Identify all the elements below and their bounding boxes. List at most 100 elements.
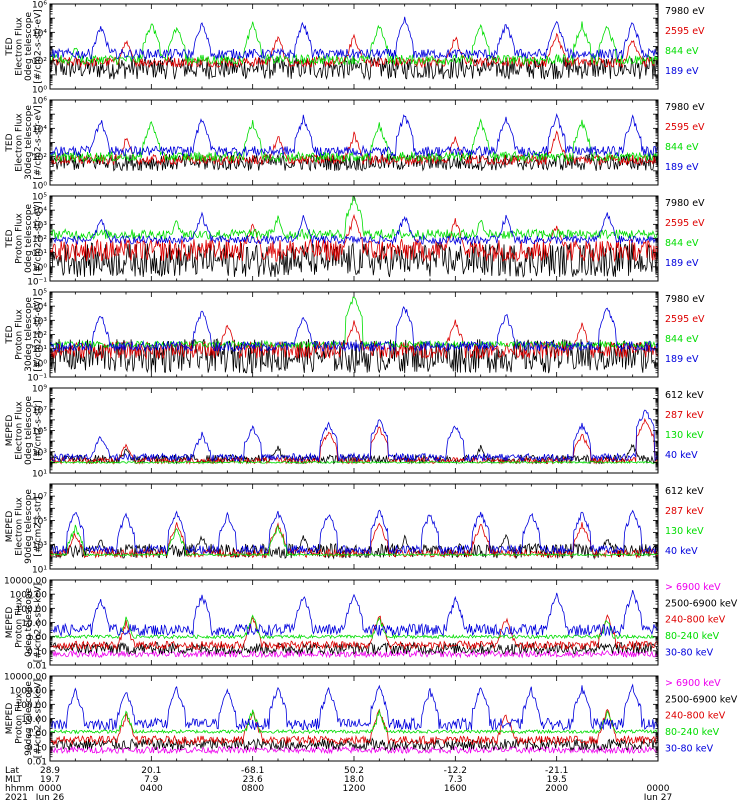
y-tick-label: 10⁶	[32, 97, 47, 107]
legend-entry: 2595 eV	[665, 26, 705, 37]
x-tick-mlt: 23.6	[243, 775, 263, 785]
series-trace-5-4	[49, 409, 659, 463]
y-tick-label: 10.00	[21, 619, 47, 629]
y-axis-label: 0deg telescope	[24, 204, 34, 274]
series-trace-2-3	[49, 118, 659, 163]
y-tick-label: 10⁴	[32, 303, 47, 313]
y-tick-label: 10²	[32, 235, 47, 245]
y-axis-label: 90deg telescope	[24, 489, 34, 564]
y-tick-label: 10⁴	[32, 125, 47, 135]
y-tick-label: 1.00	[27, 729, 47, 739]
series-trace-8-5	[49, 683, 659, 731]
x-tick-lat: 20.1	[141, 766, 161, 776]
x-tick-lat: -21.1	[545, 766, 568, 776]
y-tick-label: 100.00	[16, 701, 48, 711]
x-tick-hhmm: 2000	[545, 784, 568, 794]
legend-entry: 189 eV	[665, 162, 699, 173]
y-tick-label: 10⁰	[32, 359, 47, 369]
y-tick-label: 10⁻¹	[27, 278, 47, 288]
y-tick-label: 10¹	[32, 470, 47, 480]
x-tick-mlt: 18.0	[344, 775, 364, 785]
y-axis-label: Electron Flux	[15, 113, 25, 172]
y-axis-label: [#/cm2-s-str-eV]	[34, 9, 44, 84]
panel-7: 0.01 0.10 1.00 10.00 100.00 1000.00 10000.00 ME…	[4, 577, 738, 672]
y-tick-label: 1.00	[27, 633, 47, 643]
y-axis-label: Electron Flux	[15, 497, 25, 556]
y-axis-label: Electron Flux	[15, 401, 25, 460]
y-tick-label: 10³	[32, 221, 47, 231]
y-axis-label: 0deg telescope	[24, 588, 34, 658]
y-axis-label: Electron Flux	[15, 17, 25, 76]
y-tick-label: 0.10	[27, 743, 47, 753]
y-axis-label: MEPED	[5, 607, 15, 639]
y-axis-label: 30deg telescope	[24, 105, 34, 180]
legend-entry: 2500-6900 keV	[665, 694, 738, 705]
y-tick-label: 10⁶	[32, 1, 47, 11]
y-tick-label: 0.01	[27, 662, 47, 672]
y-tick-label: 10⁷	[32, 406, 47, 416]
legend-entry: 2500-6900 keV	[665, 598, 738, 609]
y-axis-label: [#/cm2-s-str-eV]	[34, 201, 44, 276]
y-tick-label: 10⁴	[32, 29, 47, 39]
y-tick-label: 10⁵	[32, 193, 47, 203]
x-tick-lat: 28.9	[40, 766, 60, 776]
series-trace-7-4	[49, 614, 659, 640]
y-tick-label: 10²	[32, 57, 47, 67]
y-tick-label: 10¹	[32, 249, 47, 259]
legend-entry: 30-80 keV	[665, 647, 714, 658]
y-tick-label: 10³	[32, 317, 47, 327]
y-axis-label: [#/cm2-s-str-keV]	[34, 679, 44, 758]
panel-2: 10⁰ 10² 10⁴ 10⁶ TED Electron Flux 30deg telesc…	[5, 97, 705, 192]
y-tick-label: 10³	[32, 541, 47, 551]
x-tick-hhmm: 1200	[343, 784, 366, 794]
legend-entry: 612 keV	[665, 390, 704, 401]
series-trace-1-2	[49, 32, 659, 69]
legend-entry: 80-240 keV	[665, 727, 720, 738]
x-tick-date: Jun 26	[35, 793, 65, 800]
y-axis-label: TED	[5, 37, 15, 56]
y-axis-label: [#/cm2-s-str-eV]	[34, 297, 44, 372]
legend-entry: 189 eV	[665, 258, 699, 269]
y-tick-label: 10⁵	[32, 289, 47, 299]
y-tick-label: 10⁴	[32, 207, 47, 217]
series-trace-6-4	[49, 509, 659, 556]
y-tick-label: 10000.00	[4, 673, 47, 683]
legend-entry: 844 eV	[665, 142, 699, 153]
y-axis-label: [#/cm2-s-str-keV]	[34, 583, 44, 662]
y-axis-label: MEPED	[5, 511, 15, 543]
panel-8: 0.01 0.10 1.00 10.00 100.00 1000.00 10000.00 ME…	[4, 673, 738, 768]
series-trace-5-3	[49, 460, 659, 464]
legend-entry: 80-240 keV	[665, 631, 720, 642]
x-tick-hhmm: 0400	[140, 784, 163, 794]
x-row-label: Lat	[5, 766, 20, 776]
x-tick-hhmm: 0000	[39, 784, 62, 794]
y-axis-label: 90deg telescope	[24, 681, 34, 756]
series-trace-4-4	[49, 305, 659, 353]
panel-3: 10⁻¹ 10⁰ 10¹ 10² 10³ 10⁴ 10⁵ TED Proton Flux 0deg…	[5, 193, 705, 288]
y-tick-label: 10⁰	[32, 263, 47, 273]
legend-entry: 130 keV	[665, 526, 704, 537]
y-axis-label: [#/cm2-s-str]	[34, 496, 44, 556]
y-tick-label: 10.00	[21, 715, 47, 725]
y-axis-label: TED	[5, 229, 15, 248]
y-axis-label: 0deg telescope	[24, 396, 34, 466]
series-trace-8-1	[49, 745, 659, 755]
y-tick-label: 0.01	[27, 758, 47, 768]
x-tick-lat: -68.1	[241, 766, 264, 776]
x-tick-lat: -12.2	[444, 766, 467, 776]
legend-entry: > 6900 keV	[665, 582, 721, 593]
y-axis-label: 30deg telescope	[24, 297, 34, 372]
legend-entry: 7980 eV	[665, 6, 705, 17]
legend-entry: 40 keV	[665, 450, 698, 461]
y-axis-label: Proton Flux	[15, 597, 25, 648]
y-tick-label: 10⁵	[32, 517, 47, 527]
x-tick-mlt: 7.3	[448, 775, 462, 785]
legend-entry: 7980 eV	[665, 198, 705, 209]
panel-4: 10⁻¹ 10⁰ 10¹ 10² 10³ 10⁴ 10⁵ TED Proton Flux 30de…	[5, 289, 705, 384]
y-tick-label: 10⁰	[32, 182, 47, 192]
x-tick-mlt: 19.5	[547, 775, 567, 785]
legend-entry: 287 keV	[665, 506, 704, 517]
x-row-label: MLT	[5, 775, 23, 785]
panel-frame	[49, 99, 659, 186]
